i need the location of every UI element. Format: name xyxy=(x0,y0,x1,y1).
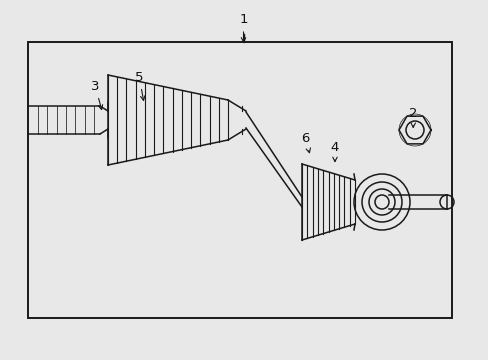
Text: 2: 2 xyxy=(408,107,417,127)
Text: 1: 1 xyxy=(239,13,247,42)
Bar xyxy=(28,42,451,318)
Text: 6: 6 xyxy=(301,132,310,153)
Text: 3: 3 xyxy=(91,80,102,109)
Text: 5: 5 xyxy=(135,71,144,100)
Text: 4: 4 xyxy=(330,141,339,162)
